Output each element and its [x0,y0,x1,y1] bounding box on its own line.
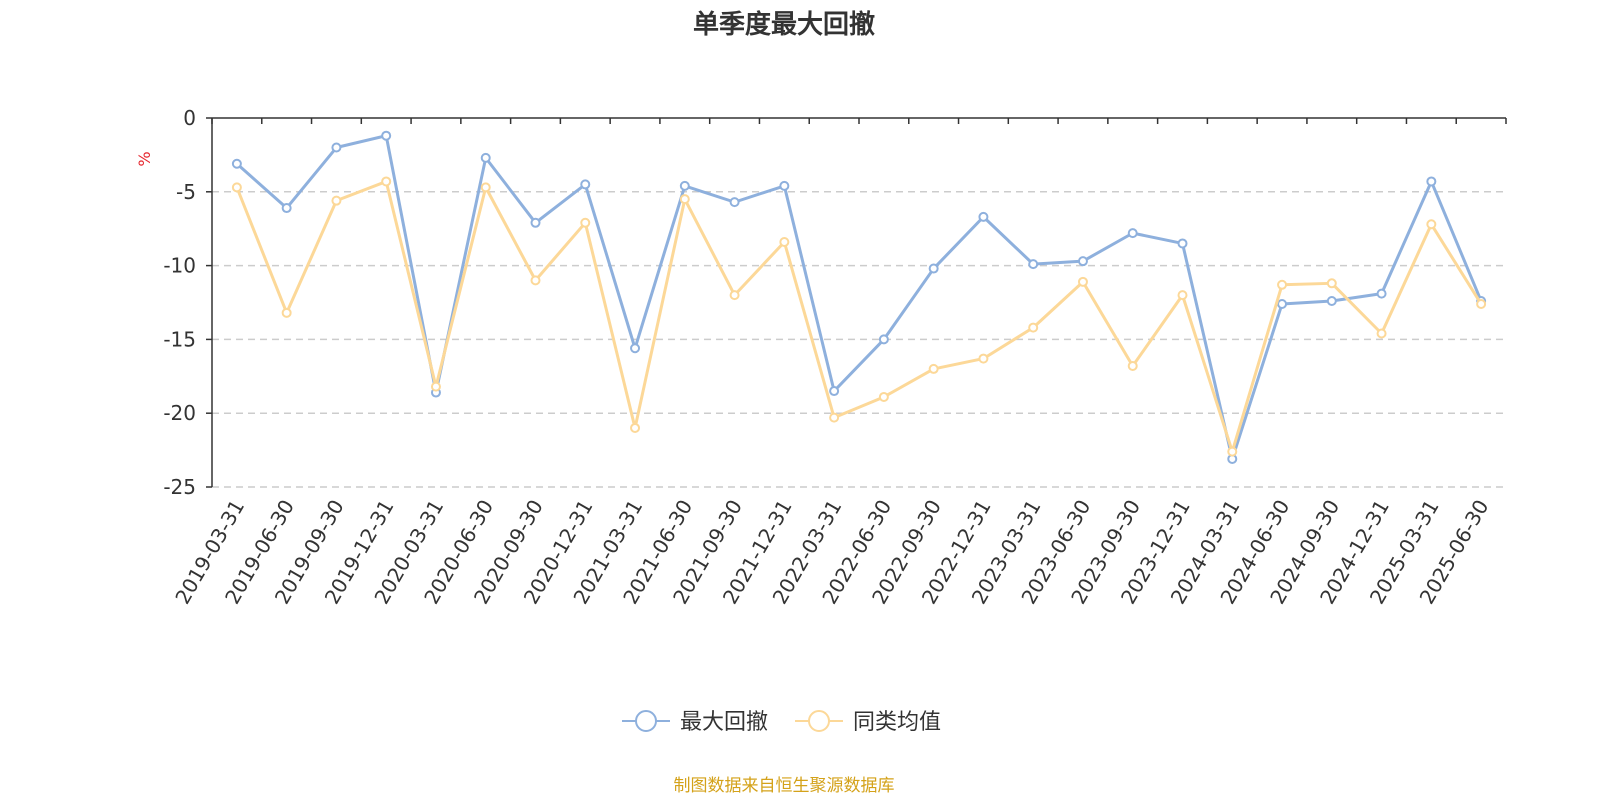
y-axis-unit: % [135,151,154,166]
data-point[interactable] [1077,276,1088,287]
data-point[interactable] [878,334,889,345]
data-point[interactable] [580,179,591,190]
data-point[interactable] [580,217,591,228]
data-point[interactable] [1277,298,1288,309]
data-point[interactable] [1277,279,1288,290]
data-point[interactable] [679,194,690,205]
data-point[interactable] [679,180,690,191]
data-point[interactable] [928,363,939,374]
legend-marker[interactable] [635,710,657,732]
data-point[interactable] [281,307,292,318]
legend-label[interactable]: 最大回撤 [680,710,768,735]
data-point[interactable] [381,130,392,141]
y-tick-label: -20 [163,401,196,425]
y-tick-label: -10 [163,254,196,278]
data-point[interactable] [729,197,740,208]
y-tick-label: 0 [183,106,196,130]
data-point[interactable] [1127,360,1138,371]
data-point[interactable] [1326,296,1337,307]
data-point[interactable] [281,203,292,214]
y-tick-label: -15 [163,327,196,351]
data-point[interactable] [430,381,441,392]
data-point[interactable] [1177,238,1188,249]
y-tick-label: -25 [163,475,196,499]
series-line-1 [235,134,1483,461]
data-point[interactable] [729,290,740,301]
data-point[interactable] [331,142,342,153]
data-point[interactable] [1177,290,1188,301]
legend: 最大回撤 同类均值 [622,710,941,735]
data-point[interactable] [1227,446,1238,457]
data-point[interactable] [1376,328,1387,339]
data-point[interactable] [231,158,242,169]
data-point[interactable] [231,182,242,193]
data-point[interactable] [829,386,840,397]
data-point[interactable] [530,275,541,286]
data-point[interactable] [1426,219,1437,230]
data-point[interactable] [928,263,939,274]
chart-title: 单季度最大回撤 [693,9,875,40]
data-point[interactable] [1426,176,1437,187]
data-point[interactable] [779,180,790,191]
data-point[interactable] [480,152,491,163]
data-point[interactable] [331,195,342,206]
data-point[interactable] [1326,278,1337,289]
legend-marker[interactable] [808,710,830,732]
data-point[interactable] [978,353,989,364]
data-point[interactable] [1028,322,1039,333]
y-axis: 0 -5 -10 -15 -20 -25 [163,106,213,499]
data-point[interactable] [480,182,491,193]
data-point[interactable] [878,391,889,402]
data-point[interactable] [381,176,392,187]
data-point[interactable] [1077,256,1088,267]
data-point[interactable] [978,211,989,222]
data-point[interactable] [779,236,790,247]
data-point[interactable] [630,343,641,354]
data-point[interactable] [829,412,840,423]
y-tick-label: -5 [176,180,196,204]
data-point[interactable] [1476,298,1487,309]
data-point[interactable] [1028,259,1039,270]
legend-label[interactable]: 同类均值 [853,710,941,735]
source-note: 制图数据来自恒生聚源数据库 [674,776,895,796]
series-line-2 [235,179,1483,454]
data-point[interactable] [1127,228,1138,239]
data-point[interactable] [530,217,541,228]
data-point[interactable] [1376,288,1387,299]
data-point[interactable] [630,422,641,433]
series-group [231,130,1487,464]
